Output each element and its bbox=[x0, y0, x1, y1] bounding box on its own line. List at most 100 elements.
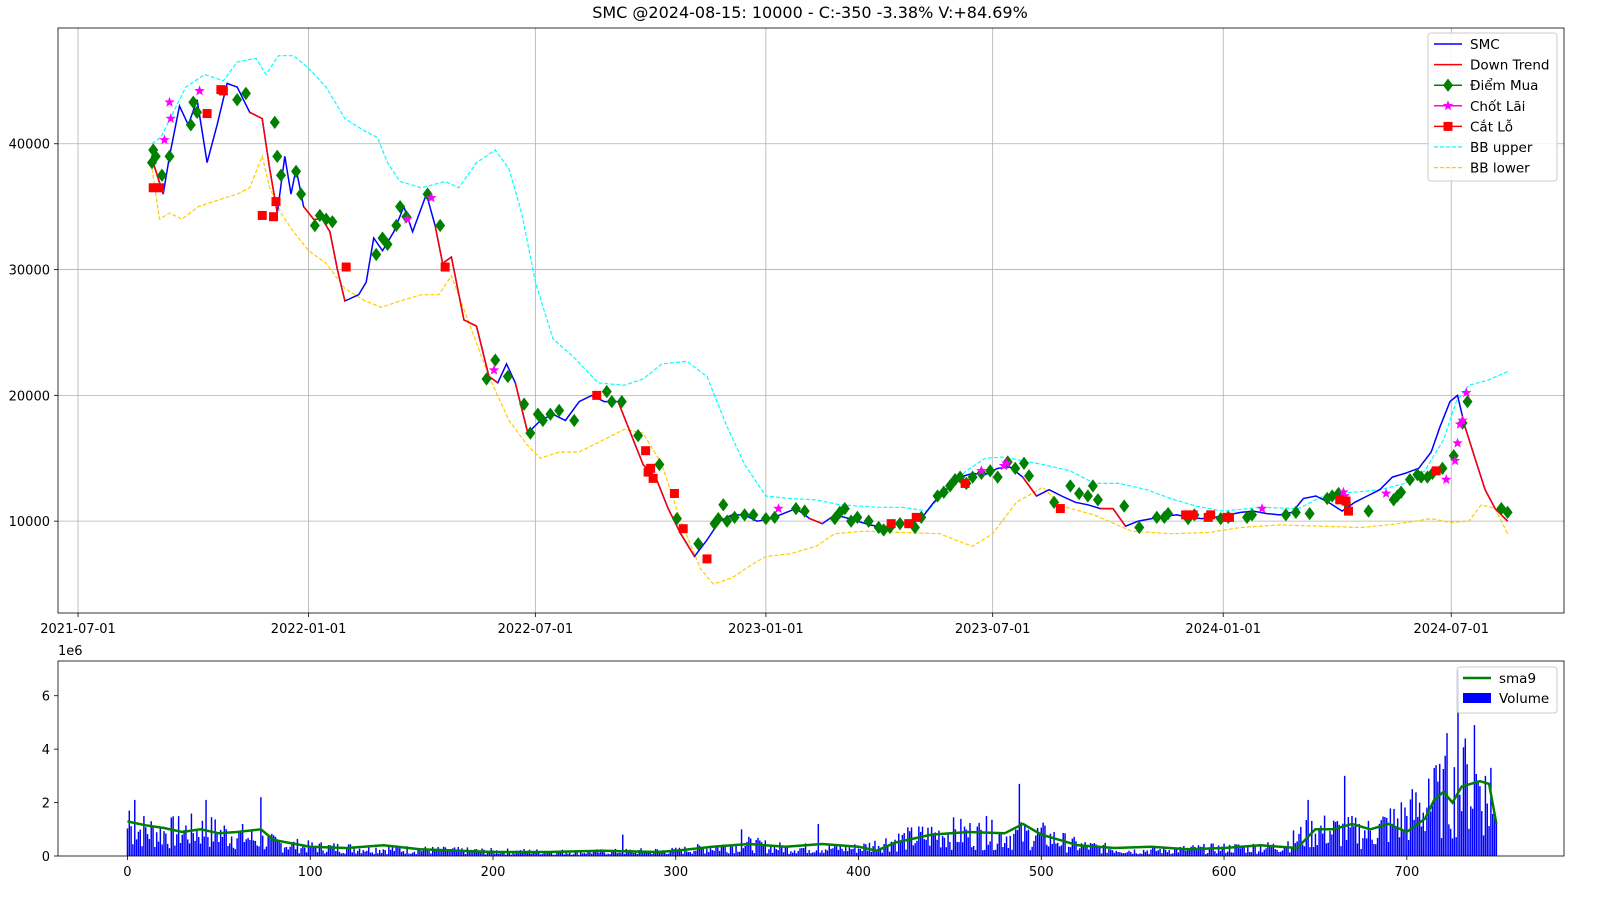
volume-bar bbox=[910, 827, 913, 856]
volume-bar bbox=[899, 841, 902, 856]
legend-label: BB lower bbox=[1470, 161, 1530, 177]
volume-bar bbox=[691, 853, 693, 856]
volume-bar bbox=[887, 845, 889, 856]
volume-bar bbox=[1307, 799, 1309, 856]
down-trend-segment bbox=[809, 517, 823, 525]
volume-bar bbox=[631, 850, 633, 856]
volume-bar bbox=[1086, 845, 1088, 856]
volume-bar bbox=[349, 844, 352, 856]
volume-bar bbox=[1294, 843, 1297, 856]
volume-bar bbox=[804, 843, 807, 856]
stop-loss-marker bbox=[678, 524, 688, 534]
buy-marker bbox=[481, 372, 492, 386]
volume-bar bbox=[839, 845, 841, 856]
volume-bar bbox=[1343, 775, 1346, 856]
volume-bar bbox=[824, 849, 827, 856]
volume-bar bbox=[234, 849, 237, 856]
volume-bar bbox=[229, 843, 231, 856]
volume-bar bbox=[779, 842, 781, 856]
volume-bar bbox=[1093, 843, 1096, 856]
volume-bar bbox=[748, 836, 750, 856]
stop-loss-marker bbox=[669, 488, 679, 498]
buy-marker bbox=[1247, 508, 1258, 522]
volume-bar bbox=[384, 850, 386, 856]
volume-bar bbox=[316, 852, 319, 856]
volume-bar bbox=[455, 850, 458, 856]
volume-bar bbox=[1252, 843, 1255, 856]
volume-bar bbox=[1300, 826, 1302, 856]
x-tick-label: 2023-01-01 bbox=[728, 622, 804, 637]
volume-bar bbox=[667, 853, 670, 856]
buy-marker bbox=[1396, 485, 1407, 499]
volume-bar bbox=[276, 839, 279, 856]
volume-bar bbox=[294, 849, 297, 856]
volume-bar bbox=[1431, 806, 1434, 856]
volume-bar bbox=[578, 854, 580, 856]
volume-bar bbox=[861, 851, 863, 856]
volume-bar bbox=[1269, 846, 1271, 856]
volume-bar bbox=[331, 845, 333, 856]
volume-bar bbox=[828, 844, 831, 856]
volume-bar bbox=[188, 843, 191, 856]
take-profit-marker bbox=[426, 192, 437, 203]
volume-bar bbox=[1455, 837, 1457, 856]
volume-bar bbox=[499, 853, 502, 856]
volume-bar bbox=[574, 850, 576, 856]
volume-bar bbox=[1318, 827, 1320, 856]
take-profit-marker bbox=[1449, 455, 1461, 466]
volume-bar bbox=[1228, 844, 1231, 856]
volume-bar bbox=[1077, 850, 1079, 856]
volume-bar bbox=[1181, 847, 1183, 856]
volume-bar bbox=[516, 850, 518, 856]
volume-bar bbox=[905, 849, 907, 856]
volume-bar bbox=[1131, 853, 1134, 856]
buy-marker bbox=[395, 199, 406, 214]
volume-bar bbox=[753, 853, 756, 856]
volume-bar bbox=[664, 851, 666, 856]
buy-marker bbox=[1404, 472, 1415, 487]
price-plot-area bbox=[146, 55, 1513, 585]
volume-bar bbox=[435, 850, 438, 856]
volume-bar bbox=[784, 846, 787, 856]
volume-bar bbox=[300, 848, 302, 856]
volume-bar bbox=[335, 851, 337, 856]
volume-bar bbox=[1018, 783, 1021, 856]
x-tick-label: 700 bbox=[1394, 865, 1419, 880]
volume-bar bbox=[945, 847, 947, 856]
volume-bar bbox=[1078, 848, 1081, 856]
volume-bar bbox=[1194, 846, 1196, 856]
buy-marker bbox=[829, 511, 840, 526]
volume-bar bbox=[530, 853, 533, 856]
volume-bar bbox=[744, 846, 746, 856]
volume-bar bbox=[347, 844, 350, 856]
buy-marker bbox=[938, 485, 949, 499]
volume-bar bbox=[1495, 823, 1498, 856]
x-tick-label: 2021-07-01 bbox=[40, 622, 116, 637]
volume-bar bbox=[678, 847, 681, 856]
buy-marker bbox=[1290, 505, 1301, 520]
volume-bar bbox=[837, 849, 840, 856]
volume-bar bbox=[459, 849, 461, 856]
volume-bar bbox=[1387, 841, 1390, 856]
volume-bar bbox=[888, 851, 891, 856]
volume-bar bbox=[1351, 816, 1353, 856]
take-profit-marker bbox=[194, 85, 205, 96]
volume-bar bbox=[309, 847, 311, 856]
volume-bar bbox=[958, 842, 960, 856]
buy-marker bbox=[192, 105, 203, 119]
volume-bar bbox=[1473, 725, 1476, 856]
volume-bar bbox=[1073, 836, 1075, 856]
volume-bar bbox=[1334, 822, 1337, 856]
volume-bar bbox=[1060, 845, 1063, 856]
volume-bar bbox=[1153, 846, 1156, 856]
volume-bar bbox=[799, 848, 801, 856]
volume-bar bbox=[665, 854, 668, 856]
volume-bar bbox=[289, 846, 291, 856]
take-profit-marker bbox=[773, 503, 784, 513]
volume-bar bbox=[1396, 818, 1399, 856]
volume-bar bbox=[1064, 833, 1066, 856]
volume-bar bbox=[258, 846, 260, 856]
volume-bar bbox=[790, 851, 792, 856]
volume-bar bbox=[938, 830, 940, 856]
